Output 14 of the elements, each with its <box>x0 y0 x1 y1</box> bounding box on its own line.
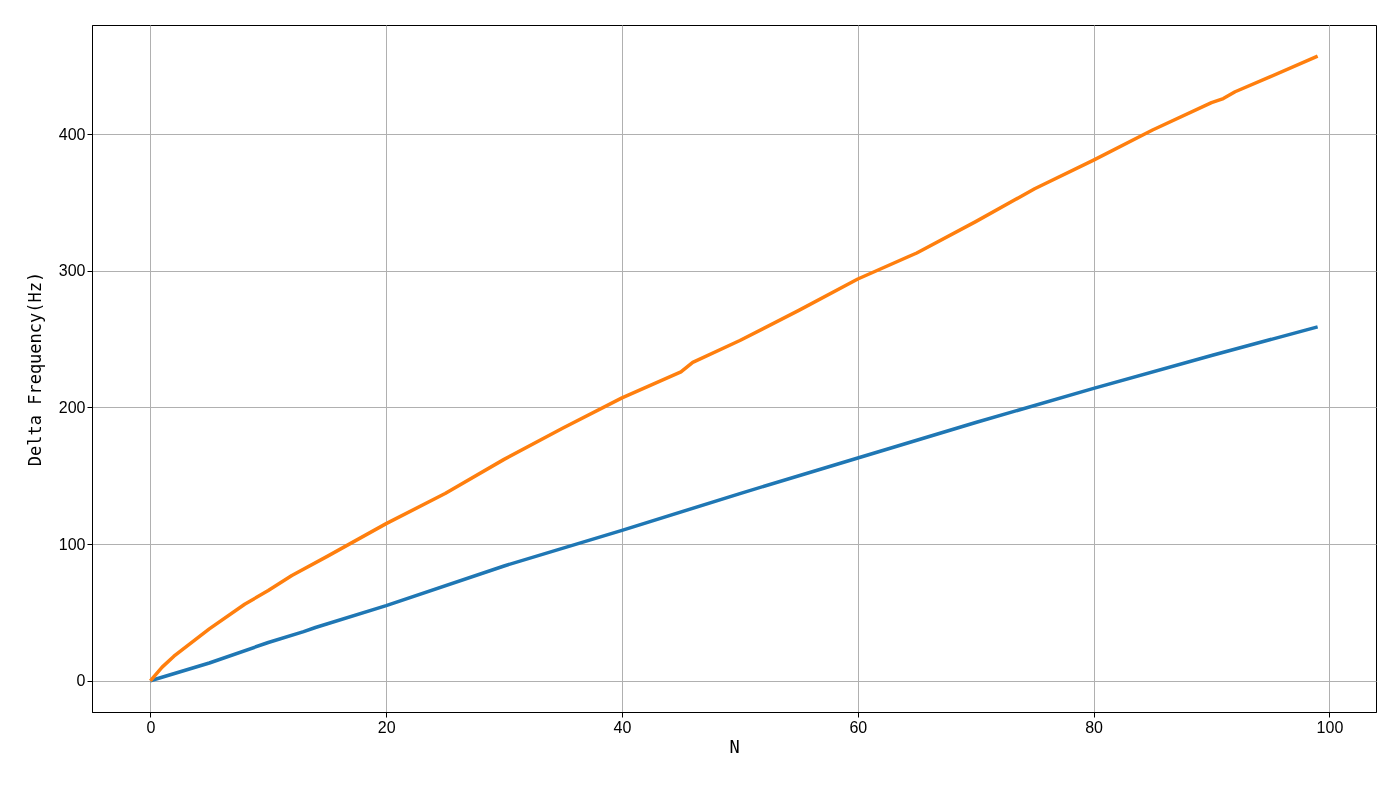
x-axis-title: N <box>729 736 740 757</box>
x-tick-label: 40 <box>613 718 632 736</box>
y-tick-label: 100 <box>58 535 86 553</box>
x-tick-label: 100 <box>1316 718 1344 736</box>
x-tick-label: 60 <box>849 718 868 736</box>
y-tick-label: 300 <box>58 262 86 280</box>
line-series <box>148 54 1320 683</box>
x-tick-label: 80 <box>1085 718 1104 736</box>
y-tick-label: 400 <box>58 125 86 143</box>
y-tick-label: 200 <box>58 398 86 416</box>
y-tick-label: 0 <box>76 672 86 690</box>
x-tick-label: 20 <box>377 718 396 736</box>
y-axis-title: Delta Frequency(Hz) <box>24 271 45 467</box>
x-tick-label: 0 <box>146 718 156 736</box>
